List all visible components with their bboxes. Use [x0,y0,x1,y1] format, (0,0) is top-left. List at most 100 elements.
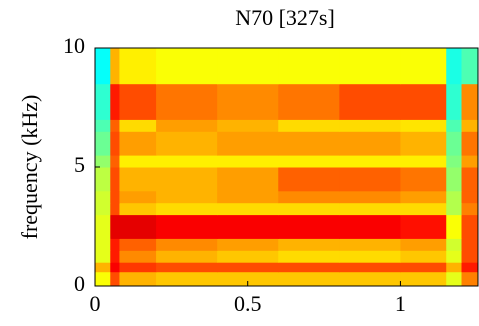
heatmap-cell [461,250,479,263]
heatmap-cell [95,271,111,287]
heatmap-cell [446,238,463,251]
heatmap-cell [339,155,401,168]
x-tick-label: 0 [90,291,101,316]
heatmap-cell [461,119,479,132]
heatmap-cell [95,83,111,120]
heatmap-cell [400,155,447,168]
heatmap-cell [110,190,120,204]
heatmap-cell [461,214,479,239]
heatmap-cell [278,250,340,263]
heatmap-cell [461,238,479,251]
heatmap-cell [110,238,120,251]
heatmap-cell [278,48,340,85]
heatmap-cell [119,167,157,192]
heatmap-cell [217,155,279,168]
heatmap-cell [217,262,279,273]
heatmap-cell [339,167,401,192]
heatmap-cell [339,238,401,251]
heatmap-cell [400,131,447,156]
heatmap-cell [278,214,340,239]
heatmap-cell [278,262,340,273]
heatmap-cell [217,202,279,216]
heatmap-cell [95,167,111,192]
heatmap-cell [156,202,218,216]
heatmap-cell [95,238,111,251]
heatmap-cell [446,202,463,216]
heatmap-cell [217,190,279,204]
heatmap-cell [95,155,111,168]
heatmap-cell [461,262,479,273]
heatmap-cell [119,48,157,85]
heatmap-cell [461,155,479,168]
heatmap-cell [461,83,479,120]
heatmap-cell [400,167,447,192]
heatmap-cell [278,238,340,251]
heatmap-cell [461,202,479,216]
heatmap-cell [446,83,463,120]
heatmap-cell [110,202,120,216]
heatmap-cell [156,83,218,120]
heatmap-cell [119,119,157,132]
heatmap-cell [339,202,401,216]
heatmap-cell [156,271,218,287]
heatmap-cell [156,167,218,192]
heatmap-cell [217,131,279,156]
heatmap-cell [400,238,447,251]
heatmap-cell [400,119,447,132]
heatmap-cell [119,250,157,263]
heatmap-cell [110,155,120,168]
heatmap-cell [446,262,463,273]
heatmap-cell [446,48,463,85]
heatmap-cell [461,190,479,204]
heatmap-cell [119,190,157,204]
heatmap-cell [95,131,111,156]
heatmap-cell [339,131,401,156]
heatmap-cell [446,271,463,287]
heatmap-cell [339,83,401,120]
heatmap-cell [95,48,111,85]
heatmap-cell [400,83,447,120]
y-tick-label: 10 [63,33,85,58]
heatmap-cell [95,262,111,273]
heatmap-cell [95,202,111,216]
heatmap-cell [119,214,157,239]
heatmap-cell [339,271,401,287]
chart-title: N70 [327s] [235,5,335,30]
heatmap-cell [217,271,279,287]
heatmap-cell [446,167,463,192]
heatmap-cell [461,48,479,85]
heatmap-cell [461,271,479,287]
heatmap-cell [461,167,479,192]
heatmap-cell [119,131,157,156]
heatmap-cell [119,202,157,216]
heatmap-cell [400,262,447,273]
heatmap-cell [217,214,279,239]
heatmap-cell [400,48,447,85]
heatmap-cell [339,190,401,204]
heatmap-cell [217,167,279,192]
heatmap-cell [278,167,340,192]
heatmap-cell [156,214,218,239]
x-tick-label: 0.5 [234,291,262,316]
heatmap-cell [156,119,218,132]
heatmap-cell [339,262,401,273]
heatmap-cell [95,119,111,132]
heatmap-cell [110,167,120,192]
heatmap-cell [156,155,218,168]
heatmap-cell [110,250,120,263]
heatmap-cell [461,131,479,156]
heatmap-cell [119,83,157,120]
heatmap-cell [95,190,111,204]
heatmap-cell [400,202,447,216]
heatmap-cell [217,83,279,120]
heatmap-cell [95,250,111,263]
y-axis-label: frequency (kHz) [17,95,42,240]
heatmap-cell [110,83,120,120]
heatmap-cell [156,262,218,273]
y-tick-label: 5 [74,152,85,177]
heatmap-cell [400,250,447,263]
heatmap-cell [339,119,401,132]
heatmap-cell [217,48,279,85]
heatmap-cell [110,48,120,85]
